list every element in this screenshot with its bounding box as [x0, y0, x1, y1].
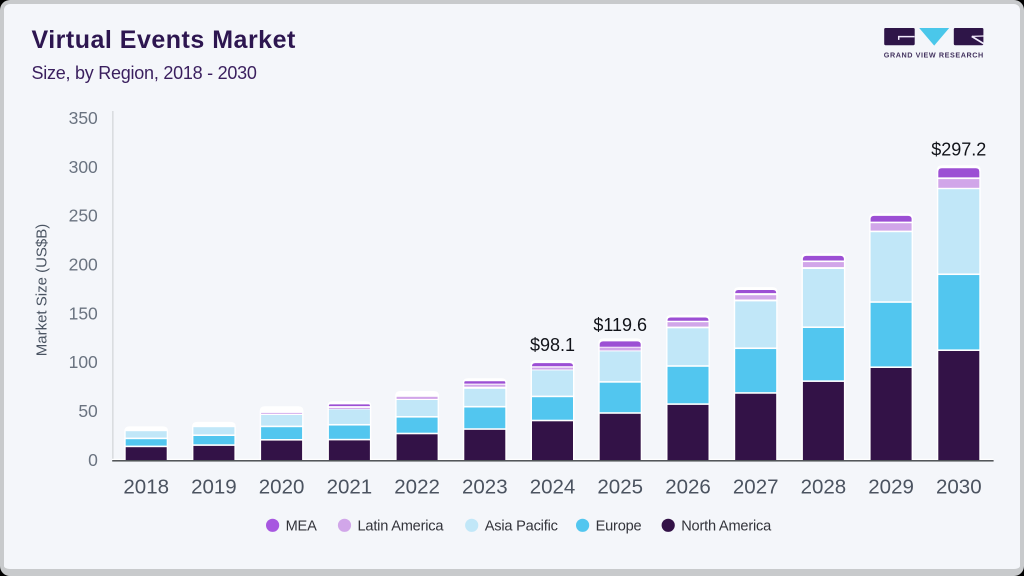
svg-text:50: 50: [78, 401, 98, 421]
svg-text:200: 200: [69, 254, 98, 274]
svg-text:GRAND VIEW RESEARCH: GRAND VIEW RESEARCH: [884, 52, 984, 60]
svg-text:Size, by Region, 2018 - 2030: Size, by Region, 2018 - 2030: [32, 63, 257, 83]
svg-text:2021: 2021: [327, 475, 373, 498]
svg-text:$98.1: $98.1: [530, 335, 575, 355]
svg-text:North America: North America: [681, 518, 772, 534]
svg-text:2025: 2025: [597, 475, 643, 498]
svg-text:MEA: MEA: [286, 518, 317, 534]
svg-text:300: 300: [69, 157, 98, 177]
svg-text:2023: 2023: [462, 475, 508, 498]
svg-text:2019: 2019: [191, 475, 237, 498]
svg-text:2024: 2024: [530, 475, 576, 498]
svg-text:100: 100: [69, 352, 98, 372]
svg-text:$297.2: $297.2: [931, 140, 986, 160]
svg-text:2029: 2029: [868, 475, 914, 498]
svg-text:2020: 2020: [259, 475, 305, 498]
svg-text:2022: 2022: [394, 475, 440, 498]
svg-text:2027: 2027: [733, 475, 779, 498]
svg-text:250: 250: [69, 206, 98, 226]
svg-text:Latin America: Latin America: [358, 518, 445, 534]
svg-text:2018: 2018: [123, 475, 169, 498]
svg-text:Europe: Europe: [596, 518, 642, 534]
svg-text:0: 0: [88, 450, 98, 470]
svg-text:Asia Pacific: Asia Pacific: [485, 518, 558, 534]
svg-text:2030: 2030: [936, 475, 982, 498]
svg-text:2026: 2026: [665, 475, 711, 498]
svg-text:2028: 2028: [801, 475, 847, 498]
svg-text:150: 150: [69, 303, 98, 323]
svg-text:Market Size (US$B): Market Size (US$B): [34, 224, 51, 357]
svg-text:350: 350: [69, 108, 98, 128]
svg-text:$119.6: $119.6: [593, 315, 647, 335]
svg-text:Virtual Events Market: Virtual Events Market: [32, 26, 296, 54]
